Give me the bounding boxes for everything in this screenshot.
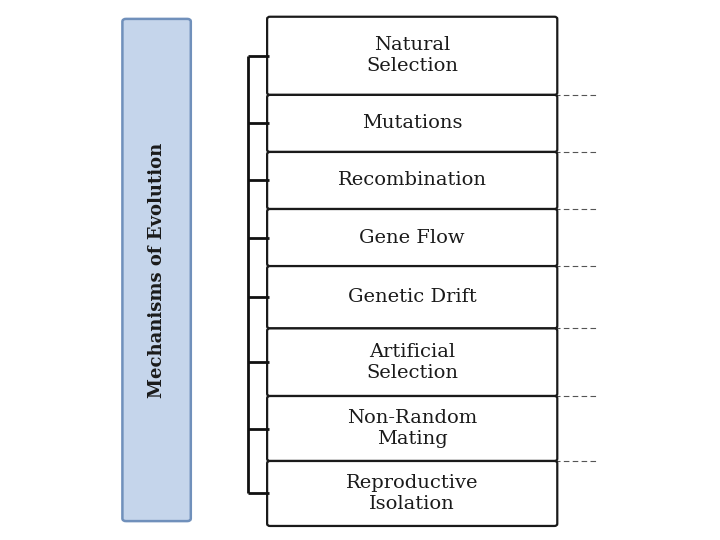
FancyBboxPatch shape	[267, 17, 557, 95]
FancyBboxPatch shape	[267, 396, 557, 461]
FancyBboxPatch shape	[267, 266, 557, 328]
FancyBboxPatch shape	[267, 95, 557, 152]
Text: Natural
Selection: Natural Selection	[366, 36, 458, 75]
Text: Reproductive
Isolation: Reproductive Isolation	[346, 474, 479, 513]
Text: Gene Flow: Gene Flow	[359, 228, 465, 247]
FancyBboxPatch shape	[267, 209, 557, 266]
Text: Artificial
Selection: Artificial Selection	[366, 343, 458, 382]
Text: Recombination: Recombination	[338, 172, 487, 190]
FancyBboxPatch shape	[267, 328, 557, 396]
Text: Genetic Drift: Genetic Drift	[348, 288, 477, 306]
Text: Mutations: Mutations	[362, 114, 462, 132]
FancyBboxPatch shape	[122, 19, 191, 521]
FancyBboxPatch shape	[267, 461, 557, 526]
Text: Mechanisms of Evolution: Mechanisms of Evolution	[148, 143, 166, 397]
Text: Non-Random
Mating: Non-Random Mating	[347, 409, 477, 448]
FancyBboxPatch shape	[267, 152, 557, 209]
